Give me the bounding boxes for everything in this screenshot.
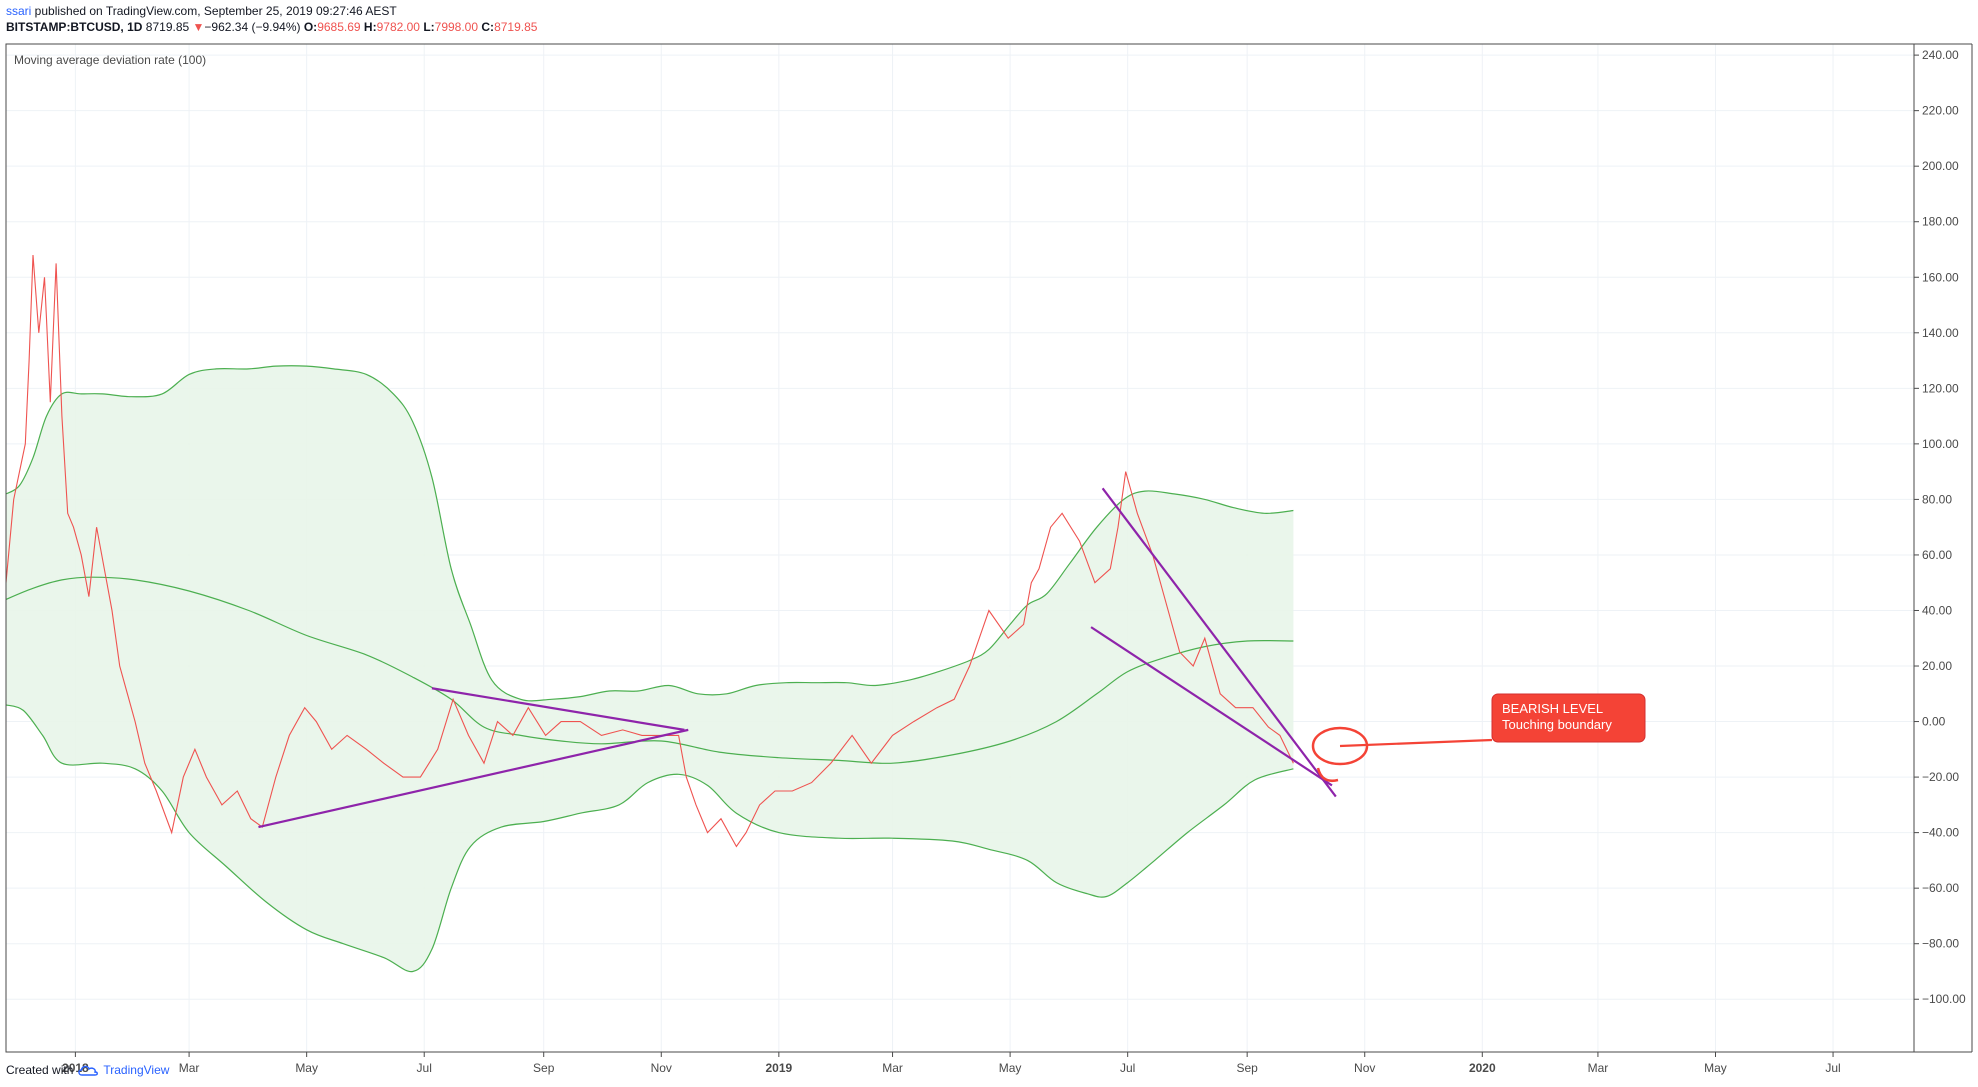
y-tick-label: 220.00 <box>1922 104 1959 118</box>
y-tick-label: −20.00 <box>1922 770 1959 784</box>
x-tick-label: Mar <box>1588 1061 1609 1075</box>
trendline[interactable] <box>258 728 689 829</box>
x-tick-label: Mar <box>882 1061 903 1075</box>
low-value: 7998.00 <box>434 20 479 34</box>
publish-info: published on TradingView.com, September … <box>31 4 397 18</box>
y-tick-label: −60.00 <box>1922 881 1959 895</box>
footer: Created with TradingView <box>6 1063 169 1077</box>
trendlines <box>258 487 1337 829</box>
deviation-line <box>5 254 1294 848</box>
x-tick-label: May <box>295 1061 318 1075</box>
close-label: C: <box>481 20 495 34</box>
price-change: −962.34 (−9.94%) <box>204 20 301 34</box>
x-tick-label: Nov <box>1354 1061 1375 1075</box>
author-link[interactable]: ssari <box>6 4 32 18</box>
y-tick-label: 120.00 <box>1922 381 1959 395</box>
callout-text: Touching boundary <box>1502 717 1612 732</box>
y-tick-label: −40.00 <box>1922 826 1959 840</box>
upper-band-line <box>5 365 1294 702</box>
middle-band-line <box>5 576 1294 764</box>
tradingview-link[interactable]: TradingView <box>103 1063 170 1077</box>
ohlc-line: BITSTAMP:BTCUSD, 1D 8719.85 ▼−962.34 (−9… <box>6 20 537 36</box>
x-tick-label: Jul <box>1120 1061 1135 1075</box>
x-tick-label: Nov <box>651 1061 672 1075</box>
last-price: 8719.85 <box>145 20 190 34</box>
y-tick-label: 80.00 <box>1922 492 1952 506</box>
open-value: 9685.69 <box>317 20 361 34</box>
x-tick-label: Sep <box>533 1061 555 1075</box>
trendline[interactable] <box>1101 487 1337 798</box>
highlight-scribble <box>1316 767 1339 782</box>
band-fill <box>6 365 1294 972</box>
y-tick-label: 180.00 <box>1922 215 1959 229</box>
y-tick-label: −100.00 <box>1922 992 1966 1006</box>
y-tick-label: 140.00 <box>1922 326 1959 340</box>
x-tick-label: May <box>1704 1061 1727 1075</box>
x-tick-label: Mar <box>179 1061 200 1075</box>
x-tick-label: Jul <box>417 1061 432 1075</box>
x-tick-label: 2019 <box>765 1061 792 1075</box>
trendline[interactable] <box>431 687 685 731</box>
y-tick-label: 20.00 <box>1922 659 1952 673</box>
publish-line: ssari published on TradingView.com, Sept… <box>6 4 537 20</box>
callout-title: BEARISH LEVEL <box>1502 701 1603 716</box>
y-tick-label: 40.00 <box>1922 603 1952 617</box>
y-tick-label: −80.00 <box>1922 937 1959 951</box>
x-tick-label: May <box>999 1061 1022 1075</box>
created-with-label: Created with <box>6 1063 74 1077</box>
high-value: 9782.00 <box>376 20 420 34</box>
down-arrow-icon: ▼ <box>192 20 205 34</box>
indicator-title: Moving average deviation rate (100) <box>14 53 206 67</box>
y-tick-label: 200.00 <box>1922 159 1959 173</box>
y-tick-label: 0.00 <box>1922 715 1946 729</box>
x-tick-label: 2020 <box>1469 1061 1496 1075</box>
y-tick-label: 240.00 <box>1922 48 1959 62</box>
x-tick-label: Sep <box>1236 1061 1258 1075</box>
callout-box[interactable] <box>1491 693 1646 743</box>
price-axis[interactable]: 240.00 220.00 200.00 180.00 160.00 140.00 120.… <box>1914 48 1966 1006</box>
high-label: H: <box>363 20 377 34</box>
x-tick-label: 2018 <box>62 1061 89 1075</box>
y-tick-label: 60.00 <box>1922 548 1952 562</box>
symbol-label: BITSTAMP:BTCUSD, 1D <box>6 20 143 34</box>
x-tick-label: Jul <box>1825 1061 1840 1075</box>
low-label: L: <box>423 20 435 34</box>
y-tick-label: 160.00 <box>1922 270 1959 284</box>
callout-pointer <box>1339 738 1493 748</box>
time-axis[interactable]: 2018 Mar May Jul Sep Nov 2019 Mar May Jul Sep Nov 20… <box>62 1052 1841 1075</box>
open-label: O: <box>303 20 318 34</box>
tradingview-cloud-icon <box>78 1065 99 1076</box>
close-value: 8719.85 <box>494 20 538 34</box>
chart-header: ssari published on TradingView.com, Sept… <box>6 4 537 36</box>
trendline[interactable] <box>1090 626 1333 787</box>
y-tick-label: 100.00 <box>1922 437 1959 451</box>
